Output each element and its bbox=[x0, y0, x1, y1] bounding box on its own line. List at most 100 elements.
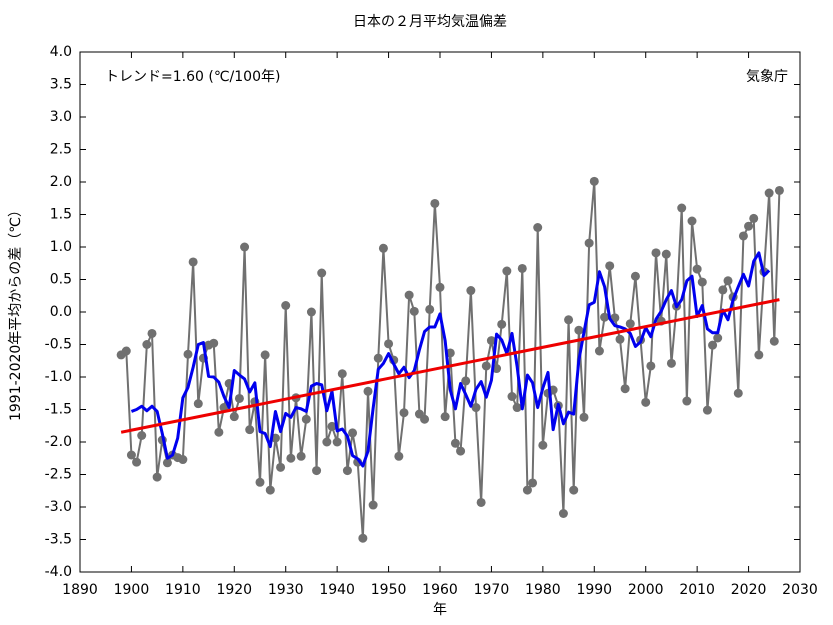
data-point bbox=[533, 223, 543, 232]
data-point bbox=[702, 405, 712, 415]
trend-line bbox=[120, 298, 780, 434]
data-point bbox=[255, 477, 265, 487]
data-point bbox=[713, 333, 723, 343]
data-point bbox=[332, 437, 342, 447]
data-point bbox=[327, 421, 337, 431]
data-point bbox=[301, 414, 311, 424]
data-point bbox=[646, 361, 656, 371]
data-point bbox=[615, 334, 625, 344]
data-point bbox=[281, 301, 291, 310]
chart-title: 日本の２月平均気温偏差 bbox=[353, 14, 507, 30]
x-tick-label: 1920 bbox=[216, 582, 252, 598]
y-tick-label: 3.5 bbox=[50, 77, 72, 93]
data-point bbox=[733, 388, 743, 398]
source-annotation: 気象庁 bbox=[746, 69, 788, 85]
data-point bbox=[193, 399, 203, 409]
data-point bbox=[677, 203, 687, 213]
x-tick-label: 1980 bbox=[525, 582, 561, 598]
data-point bbox=[440, 412, 450, 422]
data-point bbox=[399, 408, 409, 418]
x-tick-label: 2000 bbox=[628, 582, 664, 598]
data-point bbox=[625, 319, 635, 329]
data-point bbox=[162, 458, 172, 468]
data-point bbox=[584, 238, 594, 248]
y-tick-label: 4.0 bbox=[50, 44, 72, 60]
data-point bbox=[718, 285, 728, 295]
data-point bbox=[126, 450, 136, 460]
data-point bbox=[342, 466, 352, 476]
data-point bbox=[296, 451, 306, 461]
data-point bbox=[348, 428, 358, 438]
data-point bbox=[574, 325, 584, 335]
running-mean-line bbox=[130, 251, 771, 468]
data-point bbox=[620, 384, 630, 394]
data-point bbox=[641, 397, 651, 407]
data-point bbox=[142, 340, 152, 349]
data-point bbox=[471, 403, 481, 413]
data-point bbox=[245, 425, 255, 435]
data-point bbox=[152, 472, 162, 482]
x-tick-label: 2010 bbox=[679, 582, 715, 598]
data-point bbox=[425, 304, 435, 314]
data-point bbox=[744, 221, 754, 231]
y-tick-label: 2.0 bbox=[50, 174, 72, 190]
x-tick-label: 1960 bbox=[422, 582, 458, 598]
data-point bbox=[749, 213, 759, 223]
y-tick-label: -3.0 bbox=[45, 499, 72, 515]
data-point bbox=[528, 478, 538, 488]
data-point bbox=[738, 231, 748, 241]
data-point bbox=[229, 412, 239, 422]
x-axis-label: 年 bbox=[433, 602, 447, 618]
data-point bbox=[378, 243, 388, 253]
y-tick-label: -3.5 bbox=[45, 532, 72, 548]
y-tick-label: 0.5 bbox=[50, 272, 72, 288]
data-point bbox=[481, 361, 491, 371]
data-point bbox=[435, 282, 445, 292]
data-point bbox=[183, 349, 193, 359]
y-tick-label: 1.0 bbox=[50, 239, 72, 255]
data-point bbox=[132, 457, 142, 467]
x-tick-label: 1890 bbox=[62, 582, 98, 598]
y-tick-label: -2.5 bbox=[45, 467, 72, 483]
data-point bbox=[337, 369, 347, 379]
x-tick-label: 1940 bbox=[319, 582, 355, 598]
data-point bbox=[276, 462, 286, 472]
data-point bbox=[450, 438, 460, 448]
data-point bbox=[286, 453, 296, 463]
data-point bbox=[234, 393, 244, 403]
data-point bbox=[394, 451, 404, 461]
y-axis-label: 1991-2020年平均からの差（℃） bbox=[8, 203, 24, 421]
data-point bbox=[497, 319, 507, 329]
data-point bbox=[147, 328, 157, 338]
y-tick-label: -0.5 bbox=[45, 337, 72, 353]
data-point bbox=[456, 446, 466, 456]
data-point bbox=[605, 261, 615, 271]
x-tick-label: 1900 bbox=[114, 582, 150, 598]
data-point bbox=[373, 353, 383, 363]
data-point bbox=[569, 485, 579, 495]
data-point bbox=[384, 339, 394, 349]
y-tick-label: 3.0 bbox=[50, 109, 72, 125]
data-point bbox=[708, 340, 718, 350]
x-tick-label: 1970 bbox=[474, 582, 510, 598]
data-point bbox=[358, 533, 368, 543]
x-tick-label: 1930 bbox=[268, 582, 304, 598]
x-tick-label: 1990 bbox=[576, 582, 612, 598]
y-tick-label: -1.5 bbox=[45, 402, 72, 418]
data-point bbox=[466, 286, 476, 296]
data-point bbox=[630, 271, 640, 281]
data-point bbox=[260, 350, 270, 360]
data-point bbox=[697, 277, 707, 287]
data-line bbox=[120, 180, 781, 540]
data-point bbox=[522, 485, 532, 495]
data-point bbox=[764, 188, 774, 198]
y-tick-label: 1.5 bbox=[50, 207, 72, 223]
y-tick-label: 2.5 bbox=[50, 142, 72, 158]
data-point bbox=[363, 386, 373, 396]
data-point bbox=[558, 509, 568, 518]
data-point bbox=[723, 276, 733, 286]
data-point bbox=[507, 392, 517, 401]
data-point bbox=[322, 437, 332, 447]
data-point bbox=[137, 431, 147, 440]
data-point bbox=[769, 336, 779, 346]
